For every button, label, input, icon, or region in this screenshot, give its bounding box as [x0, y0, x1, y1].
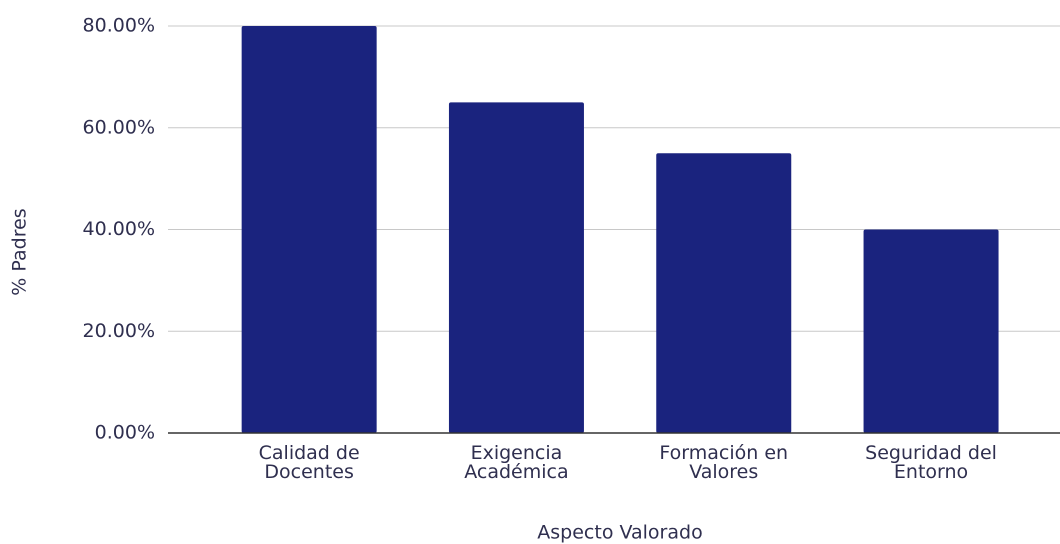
y-tick-label: 60.00%: [83, 116, 155, 138]
x-tick-label: Formación en Valores: [659, 442, 789, 483]
bar: [448, 102, 584, 433]
y-tick-label: 0.00%: [95, 422, 155, 444]
x-tick-label: Calidad de Docentes: [258, 442, 360, 483]
x-tick-label: Seguridad del Entorno: [865, 442, 997, 483]
x-tick-label: Exigencia Académica: [464, 442, 569, 483]
y-axis-title: % Padres: [9, 208, 31, 295]
bar: [241, 26, 377, 433]
bar: [656, 153, 792, 433]
y-tick-label: 80.00%: [83, 15, 155, 37]
x-axis-title: Aspecto Valorado: [537, 522, 702, 544]
bar: [863, 229, 999, 433]
y-tick-label: 40.00%: [83, 218, 155, 240]
y-tick-label: 20.00%: [83, 320, 155, 342]
